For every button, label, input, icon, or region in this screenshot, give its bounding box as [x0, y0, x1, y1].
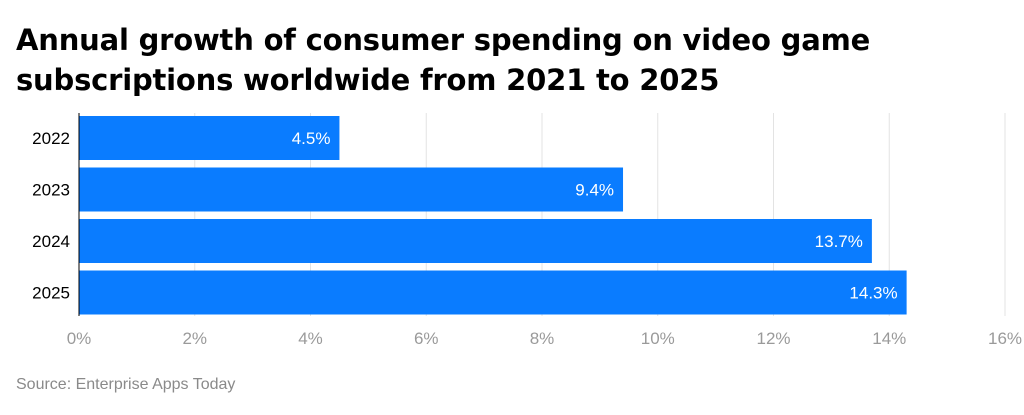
bar: [79, 167, 624, 212]
axes: 0% 2% 4% 6% 8% 10% 12% 14% 16% 2022 2023 2024 2025: [32, 113, 1022, 348]
bar: [79, 219, 872, 263]
x-tick-label: 2%: [182, 329, 207, 348]
data-label: 9.4%: [575, 181, 614, 200]
chart-title: Annual growth of consumer spending on vi…: [16, 23, 871, 97]
data-label: 13.7%: [815, 232, 863, 251]
x-tick-label: 0%: [67, 329, 92, 348]
category-label: 2023: [32, 181, 70, 200]
category-label: 2022: [32, 129, 70, 148]
x-tick-label: 6%: [414, 329, 439, 348]
x-tick-label: 8%: [530, 329, 555, 348]
source-note: Source: Enterprise Apps Today: [16, 376, 236, 393]
data-label: 14.3%: [849, 284, 897, 303]
x-tick-label: 10%: [641, 329, 675, 348]
bar: [79, 270, 907, 315]
bar: [79, 116, 340, 160]
x-tick-label: 12%: [756, 329, 790, 348]
x-tick-label: 16%: [988, 329, 1022, 348]
bar-chart: 4.5% 9.4% 13.7% 14.3% 0% 2% 4% 6% 8% 10% 12% 14% 16…: [32, 113, 1022, 348]
data-label: 4.5%: [292, 129, 331, 148]
category-label: 2025: [32, 284, 70, 303]
x-tick-label: 4%: [298, 329, 323, 348]
x-tick-label: 14%: [872, 329, 906, 348]
category-label: 2024: [32, 232, 70, 251]
bars: 4.5% 9.4% 13.7% 14.3%: [79, 116, 907, 315]
